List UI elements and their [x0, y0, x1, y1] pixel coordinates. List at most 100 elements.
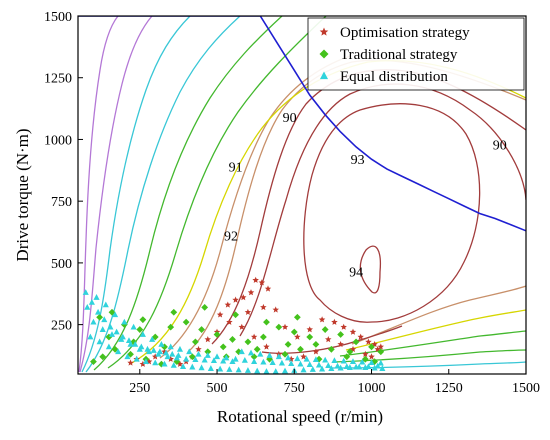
efficiency-label: 93: [351, 153, 365, 168]
data-point-star: [252, 276, 259, 283]
data-point-diamond: [263, 318, 270, 326]
data-point-diamond: [188, 353, 196, 361]
data-point-triangle: [297, 360, 304, 367]
data-point-triangle: [319, 365, 326, 372]
data-point-diamond: [219, 343, 227, 351]
x-tick-label: 250: [129, 381, 150, 396]
efficiency-contour: [359, 245, 382, 294]
efficiency-contour: [329, 361, 526, 369]
data-point-triangle: [84, 303, 91, 310]
data-point-triangle: [281, 367, 289, 374]
data-point-triangle: [263, 368, 270, 374]
data-point-star: [263, 343, 270, 350]
x-tick-label: 500: [207, 381, 228, 396]
data-point-triangle: [247, 349, 255, 356]
data-point-triangle: [331, 357, 338, 364]
data-point-star: [340, 323, 347, 330]
data-point-star: [127, 359, 134, 366]
data-point-diamond: [139, 316, 147, 324]
data-point-diamond: [361, 355, 369, 363]
efficiency-contour: [339, 330, 526, 357]
data-point-diamond: [201, 303, 209, 311]
data-point-diamond: [99, 353, 107, 361]
legend-marker-star: [319, 27, 329, 36]
data-point-diamond: [290, 328, 298, 336]
data-point-triangle: [229, 358, 236, 365]
data-point-triangle: [226, 366, 233, 372]
data-point-triangle: [260, 358, 267, 365]
data-point-triangle: [115, 348, 122, 355]
legend-label: Traditional strategy: [340, 47, 458, 63]
data-point-diamond: [229, 336, 236, 343]
data-point-triangle: [322, 356, 329, 363]
data-point-star: [281, 323, 289, 330]
data-point-star: [325, 336, 332, 343]
data-point-triangle: [220, 357, 227, 364]
efficiency-contour: [345, 309, 526, 351]
data-point-triangle: [101, 316, 108, 323]
data-point-triangle: [179, 363, 187, 369]
data-point-diamond: [90, 358, 97, 366]
data-point-triangle: [186, 348, 193, 355]
data-point-star: [226, 318, 233, 325]
data-point-triangle: [149, 336, 156, 342]
efficiency-contour: [107, 16, 327, 369]
data-point-star: [318, 316, 326, 323]
data-point-triangle: [95, 308, 102, 315]
data-point-triangle: [119, 333, 126, 340]
data-point-diamond: [250, 353, 258, 361]
data-point-triangle: [285, 354, 292, 361]
data-point-diamond: [182, 318, 190, 326]
data-point-star: [152, 353, 159, 360]
data-point-star: [337, 341, 344, 348]
data-point-triangle: [139, 331, 146, 337]
boundary-line: [78, 16, 526, 232]
data-point-triangle: [217, 365, 224, 372]
data-point-triangle: [312, 356, 319, 363]
efficiency-label: 92: [224, 230, 238, 245]
data-point-triangle: [266, 352, 273, 358]
y-tick-label: 1250: [44, 72, 72, 87]
x-tick-label: 1500: [512, 381, 540, 396]
data-point-triangle: [90, 318, 97, 325]
data-point-star: [204, 336, 211, 343]
data-point-diamond: [213, 331, 221, 338]
external-characteristic-curve: [78, 16, 526, 232]
data-point-triangle: [371, 364, 378, 371]
data-point-triangle: [169, 350, 176, 357]
data-point-triangle: [306, 361, 313, 367]
data-point-star: [377, 343, 384, 350]
data-point-triangle: [204, 352, 211, 358]
data-point-triangle: [138, 343, 145, 350]
data-point-triangle: [88, 299, 95, 305]
data-point-triangle: [275, 353, 282, 360]
data-point-diamond: [343, 353, 351, 361]
data-point-star: [362, 350, 369, 357]
data-point-star: [139, 360, 147, 367]
data-point-star: [331, 318, 338, 325]
data-point-star: [349, 345, 357, 353]
data-point-diamond: [158, 360, 165, 368]
data-point-diamond: [284, 340, 292, 348]
data-point-diamond: [198, 326, 205, 333]
data-point-triangle: [176, 345, 184, 352]
data-point-star: [232, 296, 239, 303]
data-point-triangle: [368, 359, 375, 366]
data-point-diamond: [346, 348, 354, 356]
data-point-diamond: [312, 340, 320, 348]
data-point-triangle: [213, 353, 221, 360]
data-point-triangle: [96, 338, 103, 345]
data-point-star: [176, 360, 184, 367]
data-point-star: [258, 279, 266, 286]
y-tick-label: 250: [51, 319, 72, 334]
y-tick-label: 1500: [44, 10, 72, 25]
data-point-star: [365, 338, 372, 345]
data-point-diamond: [136, 326, 144, 333]
x-tick-label: 750: [284, 381, 305, 396]
data-point-triangle: [328, 365, 335, 371]
data-point-triangle: [102, 301, 109, 308]
data-point-star: [300, 353, 307, 360]
data-point-triangle: [238, 348, 245, 355]
data-point-triangle: [210, 357, 218, 364]
